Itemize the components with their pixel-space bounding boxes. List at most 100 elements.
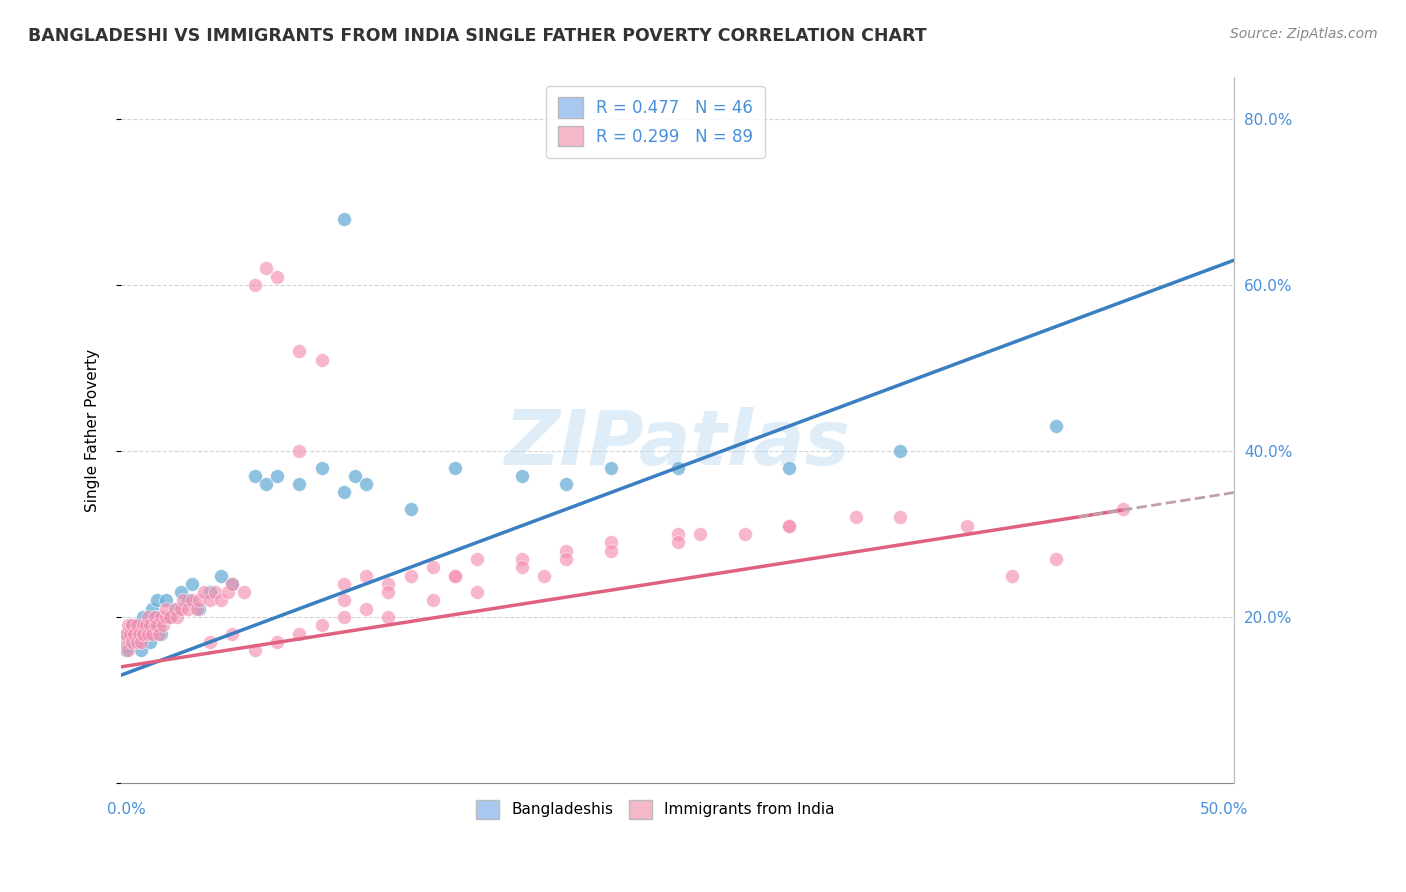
Point (136, 618, 159, 632)
Point (139, 618, 162, 632)
Point (555, 477, 578, 491)
Point (1045, 419, 1067, 434)
Point (221, 576, 243, 591)
Text: ZIPatlas: ZIPatlas (505, 408, 851, 482)
Point (333, 576, 356, 591)
Point (125, 635, 148, 649)
Point (114, 643, 136, 657)
Point (177, 593, 200, 607)
Point (193, 585, 215, 599)
Point (333, 485, 356, 500)
Point (129, 635, 152, 649)
Text: BANGLADESHI VS IMMIGRANTS FROM INDIA SINGLE FATHER POVERTY CORRELATION CHART: BANGLADESHI VS IMMIGRANTS FROM INDIA SIN… (28, 27, 927, 45)
Point (128, 626, 150, 640)
Point (117, 626, 139, 640)
Point (145, 593, 167, 607)
Point (188, 593, 211, 607)
Point (266, 635, 288, 649)
Point (254, 261, 277, 276)
Point (118, 626, 141, 640)
Point (734, 527, 756, 541)
Point (114, 626, 136, 640)
Point (209, 568, 232, 582)
Point (177, 601, 200, 615)
Point (159, 610, 181, 624)
Point (181, 576, 204, 591)
Point (266, 469, 288, 483)
Point (600, 535, 623, 549)
Point (125, 635, 148, 649)
Point (354, 601, 377, 615)
Point (145, 618, 167, 632)
Point (128, 618, 150, 632)
Point (555, 543, 578, 558)
Point (1001, 568, 1024, 582)
Point (666, 535, 689, 549)
Point (311, 618, 333, 632)
Point (333, 593, 356, 607)
Point (510, 552, 533, 566)
Point (121, 635, 143, 649)
Point (135, 618, 157, 632)
Point (170, 601, 193, 615)
Text: Source: ZipAtlas.com: Source: ZipAtlas.com (1230, 27, 1378, 41)
Point (141, 601, 163, 615)
Point (343, 469, 366, 483)
Point (124, 626, 146, 640)
Point (186, 601, 208, 615)
Point (422, 593, 444, 607)
Point (204, 585, 226, 599)
Point (377, 610, 399, 624)
Point (444, 568, 467, 582)
Point (132, 618, 155, 632)
Point (217, 585, 239, 599)
Point (889, 510, 911, 524)
Point (510, 469, 533, 483)
Point (124, 626, 146, 640)
Point (121, 618, 143, 632)
Point (533, 568, 555, 582)
Point (209, 593, 232, 607)
Point (243, 643, 266, 657)
Point (232, 585, 254, 599)
Point (266, 269, 288, 284)
Point (399, 568, 422, 582)
Point (132, 626, 155, 640)
Point (141, 626, 163, 640)
Point (288, 477, 311, 491)
Point (288, 344, 311, 359)
Point (243, 277, 266, 292)
Point (1112, 502, 1135, 516)
Point (143, 610, 166, 624)
Point (143, 610, 166, 624)
Point (354, 568, 377, 582)
Point (288, 444, 311, 458)
Point (166, 610, 188, 624)
Point (150, 626, 173, 640)
Point (422, 560, 444, 574)
Point (510, 560, 533, 574)
Legend: Bangladeshis, Immigrants from India: Bangladeshis, Immigrants from India (471, 794, 841, 825)
Point (132, 610, 155, 624)
Point (288, 626, 311, 640)
Point (845, 510, 868, 524)
Point (166, 601, 188, 615)
Point (172, 593, 194, 607)
Point (221, 626, 243, 640)
Point (155, 610, 177, 624)
Point (136, 626, 159, 640)
Text: 0.0%: 0.0% (107, 802, 146, 816)
Point (132, 626, 155, 640)
Point (555, 552, 578, 566)
Point (778, 460, 800, 475)
Point (666, 460, 689, 475)
Point (121, 618, 143, 632)
Point (198, 585, 221, 599)
Point (778, 518, 800, 533)
Point (467, 552, 489, 566)
Point (143, 618, 166, 632)
Point (152, 618, 174, 632)
Point (600, 543, 623, 558)
Text: 50.0%: 50.0% (1199, 802, 1249, 816)
Point (889, 444, 911, 458)
